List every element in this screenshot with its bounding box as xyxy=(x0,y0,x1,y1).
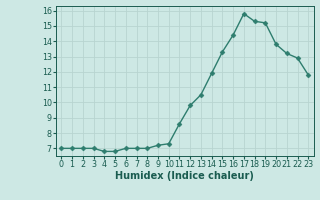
X-axis label: Humidex (Indice chaleur): Humidex (Indice chaleur) xyxy=(116,171,254,181)
